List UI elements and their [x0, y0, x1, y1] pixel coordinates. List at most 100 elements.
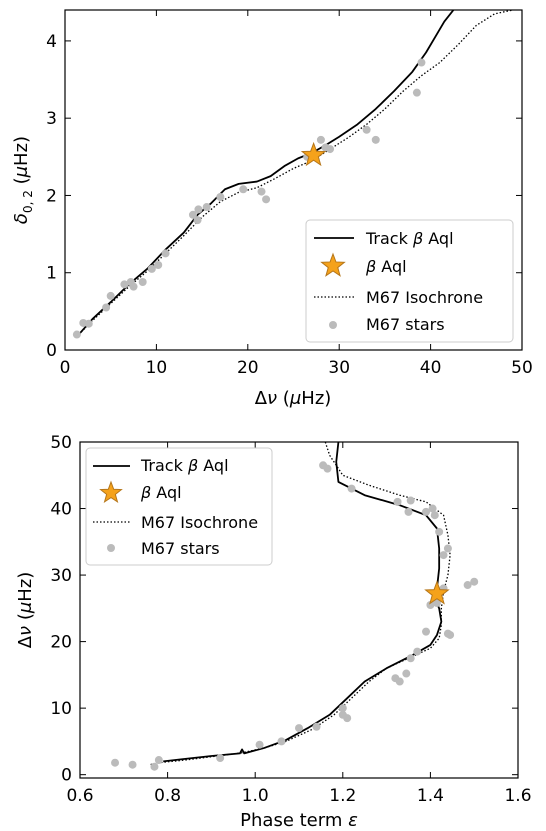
top-legend-stars-label: M67 stars [366, 315, 445, 334]
bottom-m67-star-point [402, 669, 411, 678]
top-y-tick-label: 1 [46, 264, 57, 284]
bottom-y-tick-label: 10 [50, 699, 72, 719]
top-y-tick-label: 0 [46, 341, 57, 361]
top-chart: 0 10 20 30 40 50 0 1 2 3 4 Δν (μHz) δ0, 2 (μHz) Tr… [11, 9, 533, 409]
top-m67-star-point [262, 195, 271, 204]
bottom-m67-star-point [463, 581, 472, 590]
bottom-x-axis-label: Phase term ε [240, 810, 358, 831]
bottom-m67-star-point [154, 756, 163, 765]
bottom-y-tick-label: 0 [61, 766, 72, 786]
top-x-tick-label: 0 [60, 358, 71, 378]
bottom-m67-star-point [216, 754, 225, 763]
top-y-tick-label: 2 [46, 186, 57, 206]
bottom-m67-star-point [343, 714, 352, 723]
bottom-m67-star-point [406, 654, 415, 663]
top-m67-star-point [72, 330, 81, 339]
bottom-m67-star-point [150, 762, 159, 771]
bottom-m67-star-point [470, 577, 479, 586]
bottom-legend-stars-label: M67 stars [141, 539, 220, 558]
bottom-x-tick-label: 0.6 [66, 786, 93, 806]
bottom-legend: Track β Aql β Aql M67 Isochrone M67 star… [85, 447, 273, 566]
bottom-m67-star-point [395, 677, 404, 686]
top-m67-star-point [417, 58, 426, 67]
bottom-series-lines [149, 442, 451, 766]
bottom-legend-box [85, 447, 273, 566]
top-series-points [72, 58, 426, 339]
bottom-m67-star-point [111, 758, 120, 767]
bottom-m67-star-point [430, 511, 439, 520]
top-m67-star-point [371, 135, 380, 144]
top-legend-isochrone-label: M67 Isochrone [366, 288, 483, 307]
bottom-series-points [111, 461, 479, 771]
bottom-m67-star-point [422, 627, 431, 636]
bottom-m67-star-point [277, 737, 286, 746]
bottom-x-tick-label: 0.8 [154, 786, 181, 806]
bottom-m67-star-point [443, 544, 452, 553]
bottom-ticks [79, 441, 519, 778]
bottom-m67-star-point [435, 527, 444, 536]
bottom-x-tick-label: 1.0 [242, 786, 269, 806]
top-m67-star-point [216, 193, 225, 201]
bottom-m67-star-point [128, 760, 137, 769]
bottom-m67-star-point [404, 507, 413, 516]
top-m67-star-point [154, 261, 163, 269]
bottom-y-tick-label: 40 [50, 500, 72, 520]
top-legend-box [305, 219, 514, 343]
bottom-tick-labels: 0.6 0.8 1.0 1.2 1.4 1.6 0 10 20 30 40 50 [50, 433, 531, 806]
top-m67-star-point [129, 282, 138, 291]
top-m67-star-point [188, 210, 197, 219]
top-legend-star-icon [320, 252, 346, 277]
bottom-m67-star-point [439, 551, 448, 560]
bottom-y-tick-label: 20 [50, 633, 72, 653]
top-y-tick-label: 4 [46, 32, 57, 52]
bottom-m67-star-point [323, 464, 332, 473]
bottom-legend-star-label: β Aql [140, 483, 182, 502]
bottom-y-tick-label: 30 [50, 566, 72, 586]
bottom-m67-star-point [446, 630, 455, 639]
top-legend: Track β Aql β Aql M67 Isochrone M67 star… [305, 219, 514, 343]
bottom-m67-star-point [338, 704, 347, 713]
top-m67-star-point [161, 249, 170, 258]
bottom-m67-star-point [406, 496, 415, 505]
bottom-y-tick-label: 50 [50, 433, 72, 453]
bottom-x-tick-label: 1.6 [504, 786, 531, 806]
top-m67-star-point [326, 145, 335, 154]
top-legend-track-label: Track β Aql [365, 229, 454, 248]
bottom-legend-track-label: Track β Aql [140, 456, 229, 475]
bottom-y-axis-label: Δν (μHz) [15, 572, 36, 649]
top-ticks [64, 10, 523, 351]
top-x-axis-label: Δν (μHz) [255, 388, 332, 409]
bottom-m67-star-point [255, 740, 264, 749]
bottom-legend-isochrone-label: M67 Isochrone [141, 513, 258, 532]
top-beta-aql-star [300, 141, 327, 167]
bottom-x-tick-label: 1.2 [329, 786, 356, 806]
top-m67-star-point [316, 135, 325, 144]
bottom-m67-star-point [295, 724, 303, 733]
top-m67-star-point [412, 88, 421, 97]
top-y-axis-label: δ0, 2 (μHz) [11, 136, 35, 224]
top-x-tick-label: 10 [146, 358, 168, 378]
top-legend-star-label: β Aql [365, 257, 407, 276]
bottom-m67-star-point [428, 504, 437, 513]
bottom-m67-star-point [432, 599, 441, 608]
bottom-plot-frame [79, 441, 519, 779]
top-m67-star-point [106, 291, 115, 300]
bottom-m67-star-point [426, 601, 435, 610]
top-m67-star-point [84, 319, 93, 328]
top-m67-star-point [120, 280, 129, 289]
top-m67-star-point [138, 278, 147, 286]
top-x-tick-label: 40 [420, 358, 442, 378]
top-m67-star-point [194, 205, 203, 214]
bottom-m67-star-point [413, 647, 422, 656]
bottom-track-line [163, 442, 443, 763]
top-x-tick-label: 20 [237, 358, 259, 378]
bottom-m67-star-point [312, 722, 321, 731]
top-m67-star-point [257, 187, 266, 196]
top-legend-stars-marker [329, 321, 337, 329]
top-m67-star-point [102, 303, 111, 312]
bottom-legend-stars-marker [107, 544, 115, 552]
top-m67-star-point [202, 203, 211, 212]
top-m67-star-point [193, 216, 202, 225]
bottom-m67-star-point [422, 507, 431, 516]
